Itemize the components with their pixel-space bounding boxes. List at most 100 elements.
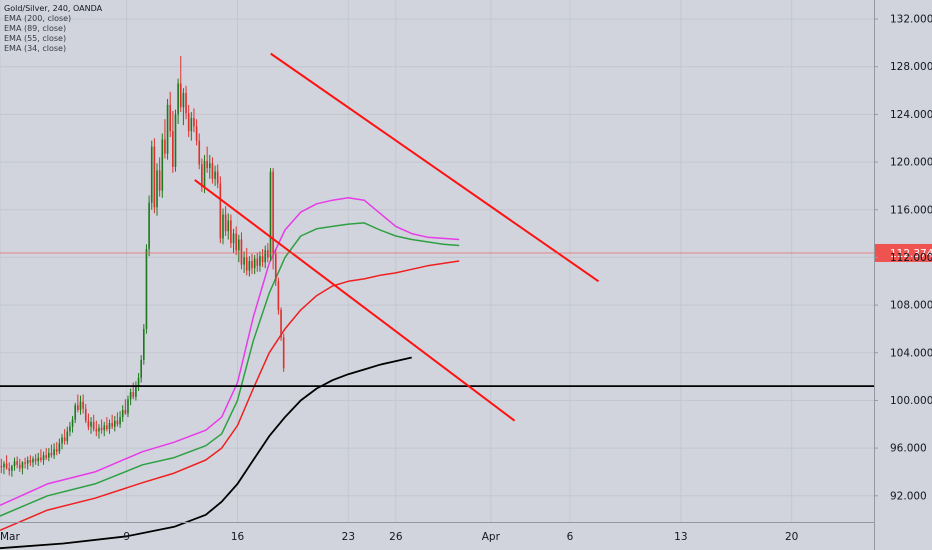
candle-body (58, 443, 61, 452)
price-line-layer: 112.374 (0, 243, 932, 262)
candle-body (13, 461, 16, 466)
legend-ema-200: EMA (200, close) (4, 14, 72, 23)
candle-body (121, 409, 124, 418)
candle-body (0, 465, 3, 468)
candle-body (224, 214, 227, 232)
y-tick-label: 128.000 (890, 61, 932, 73)
x-tick-label: 6 (567, 531, 574, 543)
candle-body (169, 104, 172, 132)
candle-body (77, 405, 79, 410)
candle-body (11, 465, 13, 471)
candle-body (216, 171, 219, 184)
x-tick-label: Mar (0, 531, 20, 543)
candle-body (251, 261, 253, 269)
candle-body (166, 104, 169, 154)
candle-body (277, 281, 280, 310)
legend-symbol-title: Gold/Silver, 240, OANDA (4, 4, 103, 13)
candle-body (119, 417, 121, 425)
candle-body (222, 214, 224, 239)
candle-body (127, 399, 129, 414)
candle-body (74, 405, 77, 420)
candle-body (129, 392, 132, 400)
candle-body (16, 461, 18, 465)
y-tick-label: 120.000 (890, 157, 932, 169)
candle-body (182, 92, 185, 108)
candle-body (90, 421, 92, 427)
candle-body (82, 401, 84, 409)
candle-body (66, 431, 69, 441)
candle-body (150, 146, 153, 203)
candle-body (206, 160, 208, 169)
candle-body (42, 455, 45, 461)
candle-body (32, 458, 34, 463)
candle-body (280, 309, 282, 338)
candle-body (164, 139, 166, 154)
candle-body (230, 220, 232, 244)
candle-body (53, 449, 55, 456)
candle-body (259, 256, 261, 266)
candle-body (95, 429, 98, 432)
y-tick-label: 116.000 (890, 204, 932, 216)
candle-body (26, 460, 29, 464)
candle-body (161, 139, 164, 191)
candle-body (40, 457, 42, 461)
current-price-badge (875, 243, 932, 262)
y-tick-label: 108.000 (890, 300, 932, 312)
candle-body (193, 117, 195, 127)
candle-body (227, 220, 230, 232)
x-tick-label: 13 (674, 531, 687, 543)
candle-body (208, 163, 211, 169)
candle-body (8, 468, 11, 471)
candle-body (158, 170, 161, 191)
candle-body (84, 408, 87, 421)
candle-body (103, 425, 106, 431)
y-tick-label: 92.000 (890, 490, 927, 502)
y-tick-label: 112.000 (890, 252, 932, 264)
candle-body (211, 163, 214, 179)
ema-89-line (0, 260, 460, 531)
y-tick-label: 96.000 (890, 443, 927, 455)
candle-body (238, 239, 240, 251)
candle-body (50, 452, 53, 456)
candle-body (245, 257, 248, 271)
candle-body (248, 261, 251, 271)
candle-body (187, 113, 190, 132)
upper-trendline (270, 52, 600, 283)
candle-body (267, 250, 269, 258)
candle-body (195, 126, 198, 141)
candle-body (148, 202, 150, 250)
candle-body (253, 258, 256, 269)
candle-body (214, 171, 216, 179)
candle-body (124, 409, 127, 414)
candle-body (153, 146, 156, 208)
candle-body (55, 449, 58, 452)
candle-body (240, 239, 243, 265)
candle-body (69, 426, 71, 432)
ema-layer (0, 197, 460, 550)
candle-body (185, 92, 187, 114)
x-tick-label: 26 (389, 531, 403, 543)
current-price-label: 112.374 (890, 248, 932, 260)
candle-body (48, 452, 50, 458)
candle-body (143, 328, 145, 360)
candle-body (106, 425, 108, 430)
candle-body (45, 455, 47, 458)
x-tick-label: Apr (482, 531, 501, 543)
candle-body (3, 463, 5, 468)
candle-body (190, 117, 193, 132)
legend-ema-89: EMA (89, close) (4, 24, 67, 33)
candle-body (243, 257, 245, 265)
ema-200-line (0, 356, 412, 550)
candle-body (113, 420, 116, 427)
y-tick-label: 132.000 (890, 14, 932, 26)
candle-body (29, 460, 32, 463)
x-tick-label: 16 (231, 531, 245, 543)
candle-body (108, 423, 111, 430)
candle-body (232, 233, 235, 244)
candle-body (156, 170, 158, 208)
candle-body (87, 420, 90, 427)
